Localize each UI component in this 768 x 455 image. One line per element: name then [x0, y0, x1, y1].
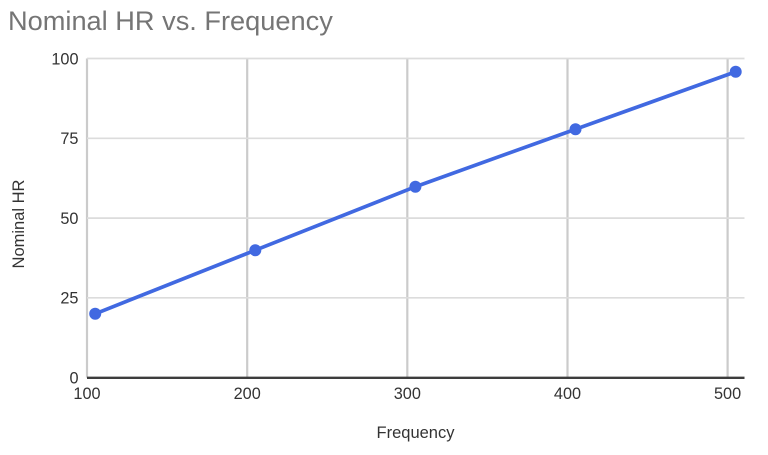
svg-text:25: 25	[60, 290, 78, 308]
svg-text:300: 300	[394, 385, 421, 403]
svg-text:0: 0	[69, 370, 78, 388]
svg-text:500: 500	[714, 385, 741, 403]
svg-text:75: 75	[60, 130, 78, 148]
svg-text:100: 100	[73, 385, 100, 403]
svg-text:200: 200	[234, 385, 261, 403]
svg-text:Nominal HR: Nominal HR	[10, 179, 28, 268]
svg-text:Frequency: Frequency	[377, 424, 456, 442]
svg-text:Nominal HR vs. Frequency: Nominal HR vs. Frequency	[8, 5, 333, 36]
svg-text:100: 100	[51, 50, 78, 68]
svg-text:400: 400	[554, 385, 581, 403]
svg-text:50: 50	[60, 210, 78, 228]
